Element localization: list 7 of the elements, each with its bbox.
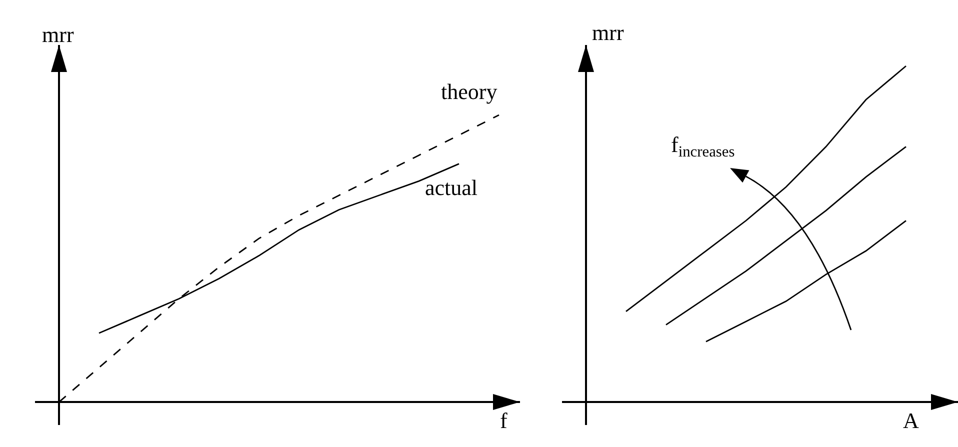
- x-axis-title: f: [500, 408, 508, 433]
- series-label: theory: [441, 79, 498, 104]
- y-axis-title: mrr: [42, 22, 74, 47]
- y-axis-title: mrr: [592, 20, 624, 45]
- annotation: f$_{increases}$: [671, 132, 735, 161]
- series-label: actual: [425, 175, 478, 200]
- x-axis-title: A: [903, 408, 919, 433]
